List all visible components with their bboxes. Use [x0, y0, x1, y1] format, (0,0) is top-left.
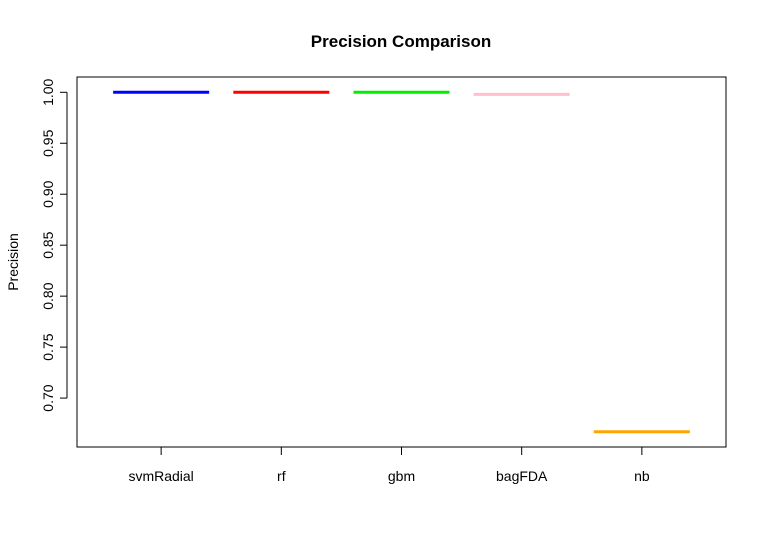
x-tick-label: svmRadial: [128, 468, 193, 484]
y-tick-label: 0.90: [40, 180, 56, 207]
x-tick-label: bagFDA: [496, 468, 548, 484]
y-tick-label: 0.70: [40, 384, 56, 411]
x-tick-label: nb: [634, 468, 650, 484]
y-axis-label: Precision: [5, 233, 21, 291]
chart-title: Precision Comparison: [311, 32, 491, 51]
x-axis: svmRadial rf gbm bagFDA nb: [128, 447, 650, 484]
x-tick-label: gbm: [388, 468, 415, 484]
data-marks: [113, 90, 690, 434]
plot-area-frame: [76, 76, 727, 448]
y-tick-label: 0.80: [40, 282, 56, 309]
x-tick-label: rf: [277, 468, 286, 484]
y-tick-label: 0.95: [40, 129, 56, 156]
y-axis: 0.70 0.75 0.80 0.85 0.90 0.95 1.00: [40, 78, 68, 412]
y-tick-label: 0.75: [40, 333, 56, 360]
y-tick-label: 1.00: [40, 78, 56, 105]
y-tick-label: 0.85: [40, 231, 56, 258]
